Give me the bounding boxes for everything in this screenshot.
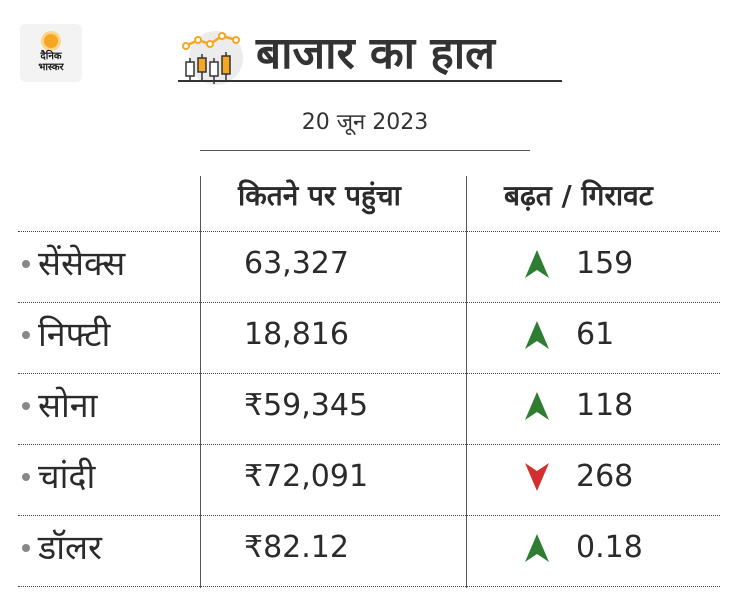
- title-underline: [178, 80, 562, 82]
- instrument-name: सेंसेक्स: [38, 244, 126, 284]
- instrument-value: ₹82.12: [244, 530, 349, 565]
- bullet-icon: [22, 473, 30, 481]
- instrument-name: निफ्टी: [38, 315, 111, 355]
- instrument-change: 268: [576, 459, 634, 494]
- instrument-value: 18,816: [244, 317, 349, 352]
- bullet-icon: [22, 544, 30, 552]
- column-header-change: बढ़त / गिरावट: [504, 179, 653, 212]
- report-date: 20 जून 2023: [301, 110, 429, 135]
- arrow-up-icon: [525, 321, 549, 349]
- bullet-icon: [22, 260, 30, 268]
- row-divider: [18, 515, 720, 516]
- instrument-name: चांदी: [38, 457, 96, 497]
- instrument-name: सोना: [38, 386, 98, 426]
- row-divider: [18, 373, 720, 374]
- brand-logo-text: दैनिक भास्कर: [38, 50, 64, 73]
- column-divider: [200, 176, 201, 588]
- table-row: सेंसेक्स 63,327 159: [0, 232, 730, 298]
- candlestick-chart-icon: [182, 31, 243, 85]
- table-row: डॉलर ₹82.12 0.18: [0, 516, 730, 582]
- arrow-up-icon: [525, 392, 549, 420]
- instrument-name: डॉलर: [38, 528, 102, 568]
- column-header-value: कितने पर पहुंचा: [238, 179, 401, 212]
- instrument-change: 61: [576, 317, 615, 352]
- arrow-down-icon: [525, 463, 549, 491]
- instrument-change: 159: [576, 246, 634, 281]
- bullet-icon: [22, 402, 30, 410]
- bullet-icon: [22, 331, 30, 339]
- instrument-value: ₹72,091: [244, 459, 369, 494]
- date-divider: [200, 150, 530, 151]
- page-title: बाजार का हाल: [256, 28, 495, 79]
- row-divider: [18, 586, 720, 587]
- row-divider: [18, 302, 720, 303]
- arrow-up-icon: [525, 534, 549, 562]
- instrument-change: 118: [576, 388, 634, 423]
- instrument-change: 0.18: [576, 530, 643, 565]
- arrow-up-icon: [525, 250, 549, 278]
- sun-icon: [44, 33, 58, 48]
- table-row: सोना ₹59,345 118: [0, 374, 730, 440]
- instrument-value: 63,327: [244, 246, 349, 281]
- table-row: निफ्टी 18,816 61: [0, 303, 730, 369]
- brand-logo: दैनिक भास्कर: [20, 24, 82, 82]
- instrument-value: ₹59,345: [244, 388, 369, 423]
- table-row: चांदी ₹72,091 268: [0, 445, 730, 511]
- column-divider: [466, 176, 467, 588]
- row-divider: [18, 444, 720, 445]
- row-divider: [18, 231, 720, 232]
